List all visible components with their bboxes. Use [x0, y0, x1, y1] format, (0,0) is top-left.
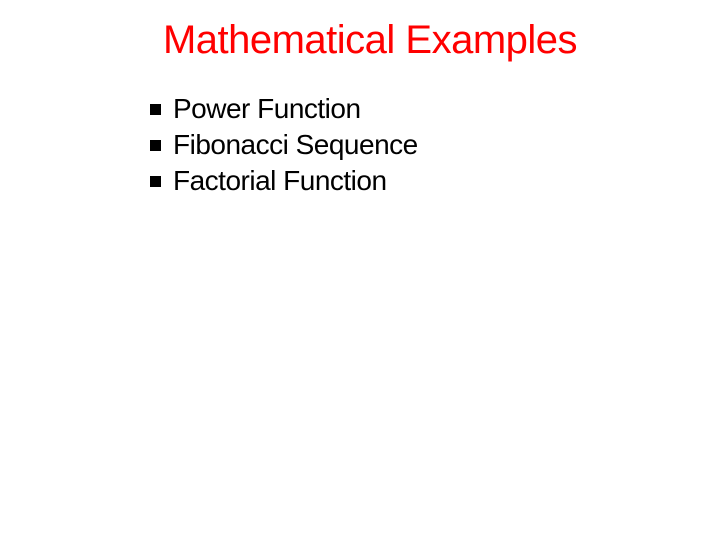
list-item: Fibonacci Sequence: [150, 129, 720, 161]
slide-container: Mathematical Examples Power Function Fib…: [0, 0, 720, 540]
bullet-list: Power Function Fibonacci Sequence Factor…: [150, 93, 720, 197]
square-bullet-icon: [150, 140, 161, 151]
list-item: Factorial Function: [150, 165, 720, 197]
bullet-text: Power Function: [173, 93, 361, 125]
bullet-text: Factorial Function: [173, 165, 387, 197]
slide-title: Mathematical Examples: [20, 18, 720, 63]
bullet-text: Fibonacci Sequence: [173, 129, 418, 161]
square-bullet-icon: [150, 176, 161, 187]
square-bullet-icon: [150, 104, 161, 115]
list-item: Power Function: [150, 93, 720, 125]
